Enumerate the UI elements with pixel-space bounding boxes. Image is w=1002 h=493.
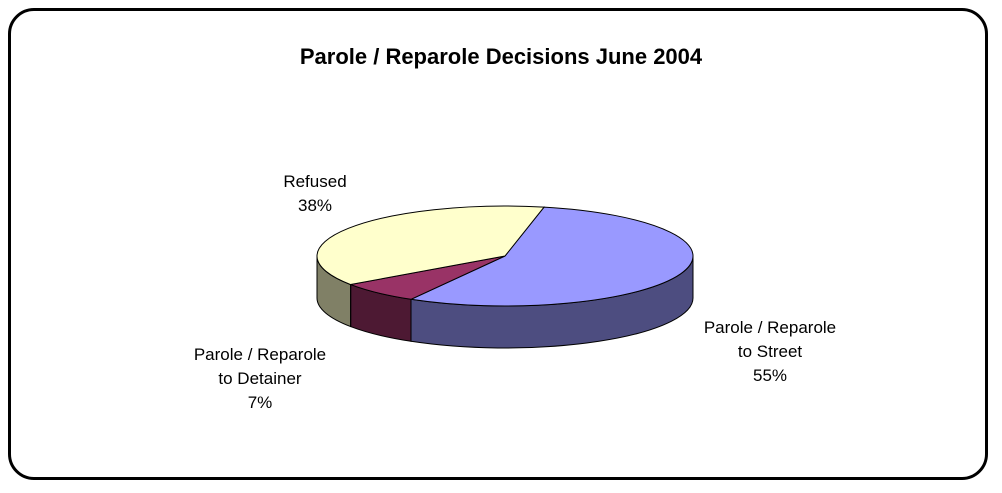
slice-label-refused: Refused 38% [210,170,420,218]
slice-label-detainer-line2: to Detainer [218,369,302,388]
slice-percent-refused: 38% [297,196,333,215]
slice-label-detainer-line1: Parole / Reparole [193,345,327,364]
slice-top-street [409,206,694,307]
slice-label-refused-line1: Refused [283,172,347,191]
slice-top-refused [316,205,546,286]
chart-title: Parole / Reparole Decisions June 2004 [299,44,703,69]
slice-percent-detainer: 7% [247,393,273,412]
slice-label-street-line1: Parole / Reparole [703,318,837,337]
slice-percent-street: 55% [752,366,788,385]
slice-label-street: Parole / Reparole to Street 55% [660,316,880,388]
slice-label-street-line2: to Street [737,342,803,361]
slice-label-detainer: Parole / Reparole to Detainer 7% [150,343,370,415]
